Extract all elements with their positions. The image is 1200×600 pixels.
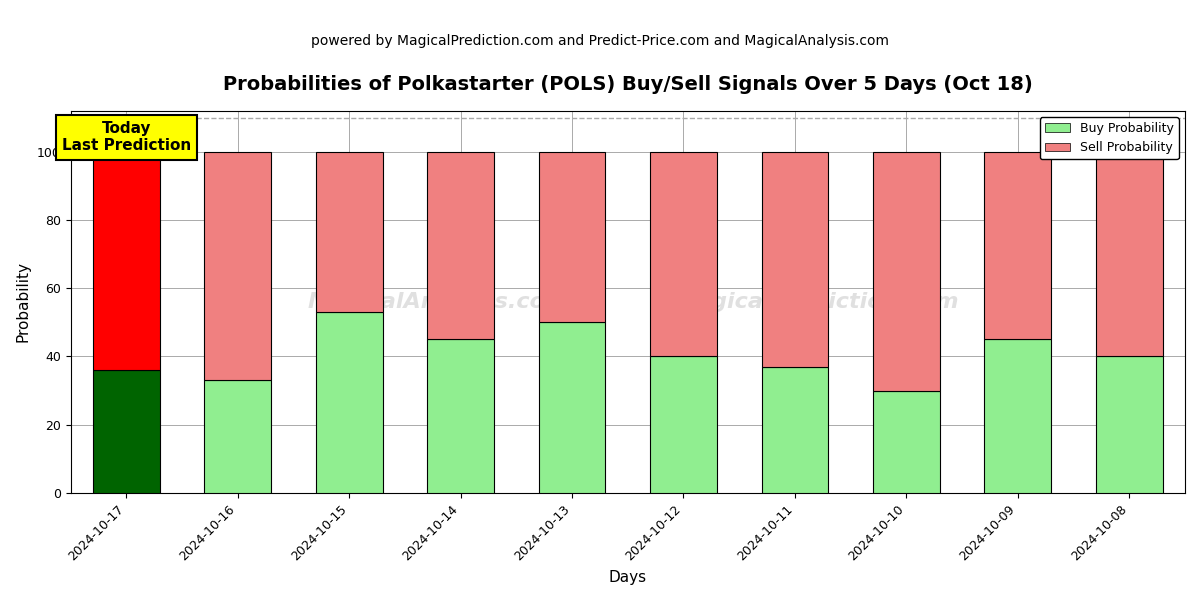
Bar [539,322,606,493]
Bar [1096,356,1163,493]
Text: MagicalPrediction.com: MagicalPrediction.com [674,292,960,312]
Bar [204,380,271,493]
Bar [427,340,494,493]
Legend: Buy Probability, Sell Probability: Buy Probability, Sell Probability [1040,117,1178,160]
Bar [984,152,1051,340]
Bar [762,367,828,493]
Text: powered by MagicalPrediction.com and Predict-Price.com and MagicalAnalysis.com: powered by MagicalPrediction.com and Pre… [311,34,889,48]
Bar [316,312,383,493]
Bar [872,152,940,391]
Bar [872,391,940,493]
Bar [92,370,160,493]
Text: MagicalAnalysis.com: MagicalAnalysis.com [308,292,569,312]
Bar [427,152,494,340]
Bar [1096,152,1163,356]
Bar [316,152,383,312]
Bar [650,152,716,356]
Text: Today
Last Prediction: Today Last Prediction [61,121,191,154]
Bar [92,152,160,370]
Y-axis label: Probability: Probability [16,262,30,343]
Bar [204,152,271,380]
Bar [984,340,1051,493]
Title: Probabilities of Polkastarter (POLS) Buy/Sell Signals Over 5 Days (Oct 18): Probabilities of Polkastarter (POLS) Buy… [223,75,1033,94]
Bar [539,152,606,322]
X-axis label: Days: Days [608,570,647,585]
Bar [650,356,716,493]
Bar [762,152,828,367]
